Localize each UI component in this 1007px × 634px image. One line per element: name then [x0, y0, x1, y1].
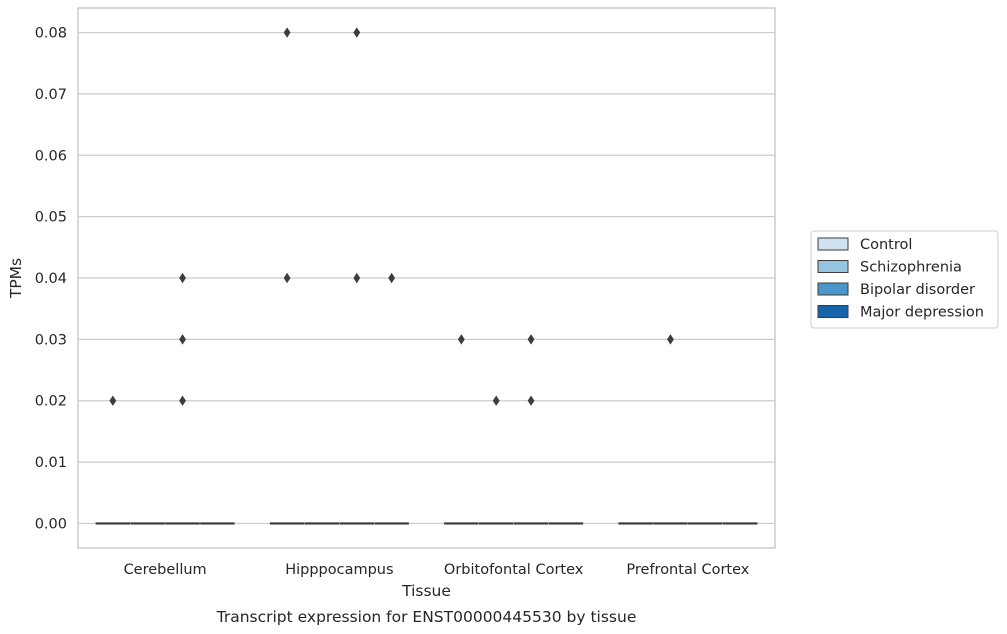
outlier-point	[388, 272, 396, 284]
outlier-point	[353, 27, 361, 38]
y-tick-label: 0.03	[35, 332, 67, 348]
y-tick-label: 0.07	[35, 87, 67, 103]
y-axis-label: TPMs	[7, 258, 25, 299]
outlier-point	[179, 395, 186, 406]
chart-title: Transcript expression for ENST0000044553…	[216, 608, 637, 626]
legend-label: Schizophrenia	[860, 260, 962, 276]
plot-frame	[77, 7, 776, 549]
outlier-point	[179, 272, 186, 284]
y-tick-label: 0.05	[35, 210, 67, 226]
x-tick-label: Prefrontal Cortex	[626, 562, 749, 578]
x-tick-label: Cerebellum	[124, 562, 207, 578]
box-group	[95, 522, 758, 525]
legend-label: Bipolar disorder	[860, 282, 975, 298]
y-tick-label: 0.04	[35, 271, 67, 287]
outlier-point	[527, 395, 535, 406]
outlier-point	[492, 395, 500, 406]
grid-lines	[78, 31, 775, 525]
outlier-point	[457, 334, 465, 345]
outlier-point	[527, 334, 535, 345]
y-tick-label: 0.02	[35, 394, 67, 410]
x-axis-label: Tissue	[401, 582, 451, 600]
legend-label: Major depression	[860, 305, 984, 321]
legend-frame	[810, 230, 999, 329]
outlier-point	[283, 27, 291, 38]
legend-swatch	[817, 237, 849, 251]
outlier-point	[667, 334, 674, 345]
x-tick-label: Hipppocampus	[285, 562, 393, 578]
legend-swatch	[817, 305, 849, 318]
legend-swatch	[817, 282, 849, 296]
outlier-point	[283, 272, 291, 284]
y-tick-label: 0.00	[35, 516, 67, 532]
legend: Control Schizophrenia Bipolar disorder Majo…	[810, 230, 999, 329]
outlier-point	[179, 334, 186, 345]
x-tick-labels: Cerebellum Hipppocampus Orbitofontal Corte…	[124, 562, 750, 578]
y-tick-labels: 0.00 0.01 0.02 0.03 0.04 0.05 0.06 0.07 0.08	[35, 26, 67, 533]
x-tick-label: Orbitofontal Cortex	[444, 562, 584, 578]
outlier-point	[109, 395, 117, 406]
outlier-group	[109, 27, 674, 406]
y-tick-label: 0.06	[35, 148, 67, 164]
y-tick-label: 0.08	[35, 26, 67, 42]
y-tick-label: 0.01	[35, 455, 67, 471]
legend-label: Control	[860, 237, 912, 253]
legend-swatch	[817, 260, 849, 273]
outlier-point	[353, 272, 361, 284]
